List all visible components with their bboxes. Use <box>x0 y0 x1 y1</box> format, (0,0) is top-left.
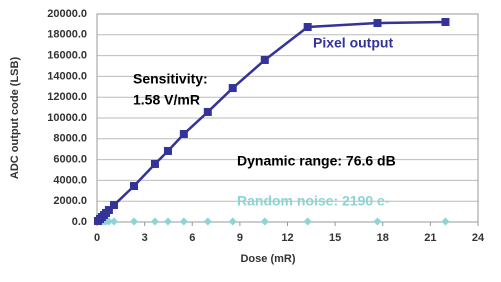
x-tick-label: 24 <box>472 232 485 244</box>
marker <box>129 182 138 191</box>
marker <box>228 84 237 93</box>
marker <box>150 159 159 168</box>
x-tick-label: 3 <box>142 232 148 244</box>
series-label: Random noise: 2190 e- <box>237 193 390 209</box>
x-tick-label: 6 <box>189 232 195 244</box>
x-tick-label: 18 <box>377 232 389 244</box>
marker <box>373 19 382 28</box>
marker <box>203 217 212 226</box>
annotation: Dynamic range: 76.6 dB <box>237 153 396 169</box>
y-axis-label: ADC output code (LSB) <box>9 57 21 180</box>
marker <box>104 217 113 226</box>
x-tick-label: 9 <box>237 232 243 244</box>
marker <box>260 217 269 226</box>
marker <box>179 130 188 139</box>
marker <box>303 217 312 226</box>
x-tick-label: 15 <box>329 232 341 244</box>
marker <box>441 18 450 27</box>
y-tick-label: 6000.0 <box>53 154 87 166</box>
marker <box>163 217 172 226</box>
y-tick-label: 2000.0 <box>53 195 87 207</box>
marker <box>129 217 138 226</box>
marker <box>303 23 312 31</box>
y-tick-label: 14000.0 <box>47 70 87 82</box>
marker <box>260 55 269 64</box>
marker <box>109 201 118 210</box>
y-tick-label: 12000.0 <box>47 91 87 103</box>
marker <box>203 107 212 116</box>
marker <box>109 217 118 226</box>
marker <box>441 217 450 226</box>
marker <box>163 146 172 155</box>
y-tick-label: 0.0 <box>72 216 87 228</box>
x-tick-label: 21 <box>424 232 436 244</box>
y-tick-label: 18000.0 <box>47 29 87 41</box>
y-tick-label: 8000.0 <box>53 133 87 145</box>
series-label: Pixel output <box>313 35 393 51</box>
x-axis-label: Dose (mR) <box>240 253 295 265</box>
marker <box>179 217 188 226</box>
y-tick-label: 4000.0 <box>53 174 87 186</box>
marker <box>104 206 113 215</box>
y-tick-label: 10000.0 <box>47 112 87 124</box>
marker <box>373 217 382 226</box>
marker <box>150 217 159 226</box>
annotation: 1.58 V/mR <box>133 92 200 108</box>
x-tick-label: 0 <box>94 232 100 244</box>
marker <box>228 217 237 226</box>
y-tick-label: 20000.0 <box>47 8 87 20</box>
annotation: Sensitivity: <box>133 71 208 87</box>
y-tick-label: 16000.0 <box>47 50 87 62</box>
x-tick-label: 12 <box>281 232 293 244</box>
